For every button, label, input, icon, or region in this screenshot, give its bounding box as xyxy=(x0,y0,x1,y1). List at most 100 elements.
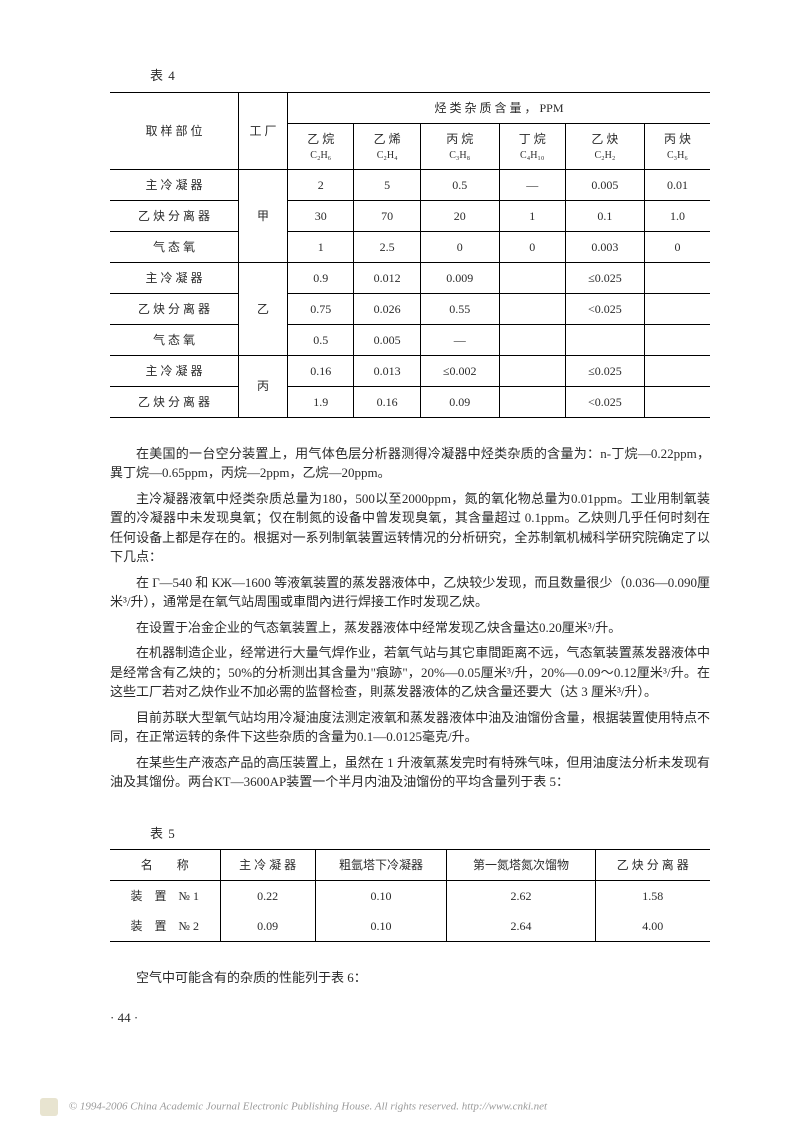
t4-colformula: C₃H₆ xyxy=(649,148,706,163)
t4-cell: 0.55 xyxy=(420,293,499,324)
table4: 取 样 部 位 工 厂 烃 类 杂 质 含 量 ， PPM 乙 烷C₂H₆ 乙 烯… xyxy=(110,92,710,418)
t4-colformula: C₂H₆ xyxy=(292,148,349,163)
t4-factory: 甲 xyxy=(239,169,288,262)
t5-row-name: 装 置 № 2 xyxy=(110,911,220,942)
t4-cell xyxy=(499,293,565,324)
t4-cell xyxy=(499,324,565,355)
t4-colhead: 丁 烷C₄H₁₀ xyxy=(499,123,565,169)
t4-row-label: 主 冷 凝 器 xyxy=(110,262,239,293)
t4-cell xyxy=(565,324,644,355)
t4-h-col1: 取 样 部 位 xyxy=(110,92,239,169)
t4-cell: 0.005 xyxy=(565,169,644,200)
t4-colname: 丙 烷 xyxy=(425,130,495,148)
t4-cell: 0.16 xyxy=(288,355,354,386)
body-paragraph: 在设置于冶金企业的气态氧装置上，蒸发器液体中经常发现乙炔含量达0.20厘米³/升… xyxy=(110,618,710,638)
t4-cell: 0.09 xyxy=(420,386,499,417)
t4-cell: 0.026 xyxy=(354,293,420,324)
t5-cell: 0.10 xyxy=(315,881,447,912)
t5-row-name: 装 置 № 1 xyxy=(110,881,220,912)
t4-colname: 乙 烯 xyxy=(358,130,415,148)
t4-cell: 0.5 xyxy=(288,324,354,355)
t4-cell: 0 xyxy=(499,231,565,262)
t4-colhead: 丙 烷C₃H₈ xyxy=(420,123,499,169)
footer-icon xyxy=(40,1098,58,1116)
t4-cell xyxy=(644,355,710,386)
table5: 名 称主 冷 凝 器粗氩塔下冷凝器第一氮塔氮次馏物乙 炔 分 离 器 装 置 №… xyxy=(110,849,710,942)
t4-colname: 丙 炔 xyxy=(649,130,706,148)
t4-cell: — xyxy=(420,324,499,355)
t4-colformula: C₄H₁₀ xyxy=(504,148,561,163)
t4-h-col2: 工 厂 xyxy=(239,92,288,169)
t4-cell: 0.1 xyxy=(565,200,644,231)
t4-cell: 1.9 xyxy=(288,386,354,417)
t4-row-label: 主 冷 凝 器 xyxy=(110,169,239,200)
t4-colhead: 乙 炔C₂H₂ xyxy=(565,123,644,169)
t4-colformula: C₂H₄ xyxy=(358,148,415,163)
t4-cell: 20 xyxy=(420,200,499,231)
t4-colname: 乙 烷 xyxy=(292,130,349,148)
t5-head: 主 冷 凝 器 xyxy=(220,850,315,881)
t5-cell: 2.62 xyxy=(447,881,595,912)
t4-cell: 1.0 xyxy=(644,200,710,231)
footer-text: © 1994-2006 China Academic Journal Elect… xyxy=(69,1101,547,1113)
t4-cell xyxy=(644,262,710,293)
t4-cell: 5 xyxy=(354,169,420,200)
t4-cell: 0 xyxy=(644,231,710,262)
t4-h-group: 烃 类 杂 质 含 量 ， PPM xyxy=(288,92,711,123)
t4-cell: 0.013 xyxy=(354,355,420,386)
page-number: · 44 · xyxy=(110,1008,710,1028)
body-paragraph: 在某些生产液态产品的高压装置上，虽然在 1 升液氧蒸发完时有特殊气味，但用油度法… xyxy=(110,753,710,792)
tail-para: 空气中可能含有的杂质的性能列于表 6： xyxy=(110,968,710,988)
t4-cell xyxy=(499,355,565,386)
t4-cell: 0 xyxy=(420,231,499,262)
t4-cell xyxy=(644,324,710,355)
t4-cell xyxy=(644,386,710,417)
t4-row-label: 乙 炔 分 离 器 xyxy=(110,200,239,231)
t4-colname: 乙 炔 xyxy=(570,130,640,148)
t4-cell: 1 xyxy=(288,231,354,262)
t4-cell: 0.9 xyxy=(288,262,354,293)
t4-factory: 丙 xyxy=(239,355,288,417)
t4-cell: 0.009 xyxy=(420,262,499,293)
t5-cell: 0.22 xyxy=(220,881,315,912)
table4-label: 表 4 xyxy=(150,66,710,86)
body-paragraph: 目前苏联大型氧气站均用冷凝油度法测定液氧和蒸发器液体中油及油馏份含量，根据装置使… xyxy=(110,708,710,747)
t4-cell xyxy=(644,293,710,324)
t4-cell: 30 xyxy=(288,200,354,231)
t5-cell: 0.10 xyxy=(315,911,447,942)
t4-row-label: 气 态 氧 xyxy=(110,324,239,355)
t4-row-label: 乙 炔 分 离 器 xyxy=(110,293,239,324)
t4-colformula: C₂H₂ xyxy=(570,148,640,163)
t4-cell: 0.01 xyxy=(644,169,710,200)
t4-cell xyxy=(499,386,565,417)
t4-colhead: 丙 炔C₃H₆ xyxy=(644,123,710,169)
t4-colhead: 乙 烯C₂H₄ xyxy=(354,123,420,169)
t5-head: 乙 炔 分 离 器 xyxy=(595,850,710,881)
t5-cell: 0.09 xyxy=(220,911,315,942)
t4-cell: 0.012 xyxy=(354,262,420,293)
t4-row-label: 乙 炔 分 离 器 xyxy=(110,386,239,417)
body-paragraph: 主冷凝器液氧中烃类杂质总量为180，500以至2000ppm，氮的氧化物总量为0… xyxy=(110,489,710,567)
t4-cell: <0.025 xyxy=(565,293,644,324)
table5-label: 表 5 xyxy=(150,824,710,844)
t4-cell: ≤0.002 xyxy=(420,355,499,386)
t4-cell: 0.005 xyxy=(354,324,420,355)
t4-cell: 0.5 xyxy=(420,169,499,200)
t5-head: 粗氩塔下冷凝器 xyxy=(315,850,447,881)
t4-colformula: C₃H₈ xyxy=(425,148,495,163)
t4-cell: 2.5 xyxy=(354,231,420,262)
t5-cell: 1.58 xyxy=(595,881,710,912)
t4-factory: 乙 xyxy=(239,262,288,355)
t5-head: 名 称 xyxy=(110,850,220,881)
t4-cell: 0.75 xyxy=(288,293,354,324)
t5-cell: 2.64 xyxy=(447,911,595,942)
footer: © 1994-2006 China Academic Journal Elect… xyxy=(40,1098,547,1116)
body-paragraph: 在美国的一台空分装置上，用气体色层分析器测得冷凝器中烃类杂质的含量为：n-丁烷—… xyxy=(110,444,710,483)
t5-head: 第一氮塔氮次馏物 xyxy=(447,850,595,881)
t4-cell: 2 xyxy=(288,169,354,200)
t4-cell: 0.16 xyxy=(354,386,420,417)
t4-cell: — xyxy=(499,169,565,200)
body-paragraph: 在 Г—540 和 КЖ—1600 等液氧装置的蒸发器液体中，乙炔较少发现，而且… xyxy=(110,573,710,612)
t4-row-label: 主 冷 凝 器 xyxy=(110,355,239,386)
t4-colname: 丁 烷 xyxy=(504,130,561,148)
